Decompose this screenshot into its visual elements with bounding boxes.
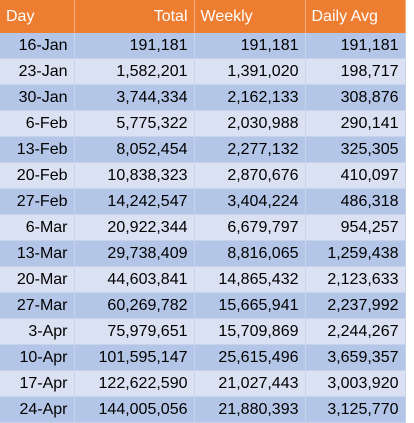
table-cell: 15,709,869 [194, 318, 306, 345]
header-row: Day Total Weekly Daily Avg [0, 0, 406, 33]
table-cell: 30-Jan [0, 84, 75, 111]
table-cell: 17-Apr [0, 370, 75, 397]
table-row: 13-Feb 8,052,454 2,277,132 325,305 [0, 136, 406, 163]
header-cell: Daily Avg [305, 0, 406, 33]
table-cell: 29,738,409 [74, 240, 195, 267]
table-cell: 75,979,651 [74, 318, 195, 345]
table-cell: 101,595,147 [74, 344, 195, 371]
table-cell: 410,097 [305, 162, 406, 189]
table-cell: 2,244,267 [305, 318, 406, 345]
table-row: 17-Apr 122,622,590 21,027,443 3,003,920 [0, 370, 406, 397]
table-cell: 21,880,393 [194, 396, 306, 423]
table-row: 10-Apr 101,595,147 25,615,496 3,659,357 [0, 344, 406, 371]
table-cell: 60,269,782 [74, 292, 195, 319]
table-cell: 2,123,633 [305, 266, 406, 293]
table-cell: 10-Apr [0, 344, 75, 371]
table-row: 27-Mar 60,269,782 15,665,941 2,237,992 [0, 292, 406, 319]
header-cell: Day [0, 0, 75, 33]
table-cell: 3-Apr [0, 318, 75, 345]
table-cell: 14,865,432 [194, 266, 306, 293]
table-cell: 8,816,065 [194, 240, 306, 267]
table-row: 27-Feb 14,242,547 3,404,224 486,318 [0, 188, 406, 215]
table-cell: 6,679,797 [194, 214, 306, 241]
header-cell: Weekly [194, 0, 306, 33]
table-cell: 24-Apr [0, 396, 75, 423]
table-cell: 191,181 [194, 33, 306, 59]
table-cell: 8,052,454 [74, 136, 195, 163]
table-cell: 25,615,496 [194, 344, 306, 371]
table-cell: 20-Feb [0, 162, 75, 189]
table-cell: 3,125,770 [305, 396, 406, 423]
table-cell: 3,003,920 [305, 370, 406, 397]
table-cell: 1,259,438 [305, 240, 406, 267]
table-row: 6-Mar 20,922,344 6,679,797 954,257 [0, 214, 406, 241]
table-cell: 1,391,020 [194, 58, 306, 85]
table-row: 6-Feb 5,775,322 2,030,988 290,141 [0, 110, 406, 137]
header-cell: Total [74, 0, 195, 33]
table-cell: 10,838,323 [74, 162, 195, 189]
table-cell: 16-Jan [0, 33, 75, 59]
table-cell: 23-Jan [0, 58, 75, 85]
table-cell: 44,603,841 [74, 266, 195, 293]
table-cell: 3,744,334 [74, 84, 195, 111]
table-cell: 13-Feb [0, 136, 75, 163]
table-cell: 1,582,201 [74, 58, 195, 85]
table-cell: 20,922,344 [74, 214, 195, 241]
table-cell: 2,237,992 [305, 292, 406, 319]
table-cell: 2,277,132 [194, 136, 306, 163]
table-cell: 198,717 [305, 58, 406, 85]
table-row: 13-Mar 29,738,409 8,816,065 1,259,438 [0, 240, 406, 267]
table-cell: 191,181 [305, 33, 406, 59]
table-cell: 21,027,443 [194, 370, 306, 397]
table-cell: 2,162,133 [194, 84, 306, 111]
table-cell: 486,318 [305, 188, 406, 215]
table-cell: 27-Mar [0, 292, 75, 319]
table-row: 24-Apr 144,005,056 21,880,393 3,125,770 [0, 396, 406, 423]
table-cell: 122,622,590 [74, 370, 195, 397]
table-cell: 6-Feb [0, 110, 75, 137]
table-cell: 15,665,941 [194, 292, 306, 319]
table-row: 16-Jan 191,181 191,181 191,181 [0, 33, 406, 59]
table-cell: 144,005,056 [74, 396, 195, 423]
table-row: 3-Apr 75,979,651 15,709,869 2,244,267 [0, 318, 406, 345]
table-cell: 5,775,322 [74, 110, 195, 137]
table-row: 20-Mar 44,603,841 14,865,432 2,123,633 [0, 266, 406, 293]
table-cell: 2,870,676 [194, 162, 306, 189]
table-row: 23-Jan 1,582,201 1,391,020 198,717 [0, 58, 406, 85]
table-cell: 6-Mar [0, 214, 75, 241]
table-cell: 3,404,224 [194, 188, 306, 215]
table-body: 16-Jan 191,181 191,181 191,181 23-Jan 1,582,2… [0, 33, 406, 423]
table-cell: 14,242,547 [74, 188, 195, 215]
table-cell: 3,659,357 [305, 344, 406, 371]
table-cell: 27-Feb [0, 188, 75, 215]
table-cell: 20-Mar [0, 266, 75, 293]
table-cell: 325,305 [305, 136, 406, 163]
table-row: 20-Feb 10,838,323 2,870,676 410,097 [0, 162, 406, 189]
table-cell: 13-Mar [0, 240, 75, 267]
table-row: 30-Jan 3,744,334 2,162,133 308,876 [0, 84, 406, 111]
table-cell: 290,141 [305, 110, 406, 137]
table-cell: 2,030,988 [194, 110, 306, 137]
table-cell: 308,876 [305, 84, 406, 111]
table-cell: 191,181 [74, 33, 195, 59]
table-cell: 954,257 [305, 214, 406, 241]
